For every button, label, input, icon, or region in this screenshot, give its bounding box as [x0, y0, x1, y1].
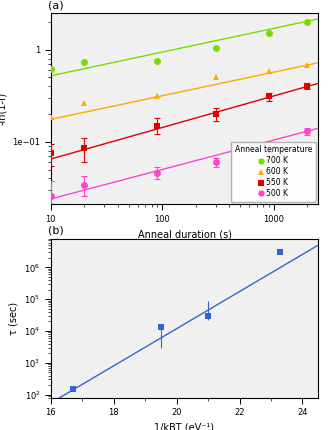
Legend: 700 K, 600 K, 550 K, 500 K: 700 K, 600 K, 550 K, 500 K	[231, 141, 316, 202]
Text: (b): (b)	[48, 225, 64, 236]
X-axis label: Anneal duration (s): Anneal duration (s)	[137, 229, 232, 239]
X-axis label: 1/kBT (eV⁻¹): 1/kBT (eV⁻¹)	[154, 423, 215, 430]
Text: (a): (a)	[48, 1, 64, 11]
Y-axis label: τ (sec): τ (sec)	[9, 301, 19, 335]
Y-axis label: -ln(1-f): -ln(1-f)	[0, 92, 7, 125]
